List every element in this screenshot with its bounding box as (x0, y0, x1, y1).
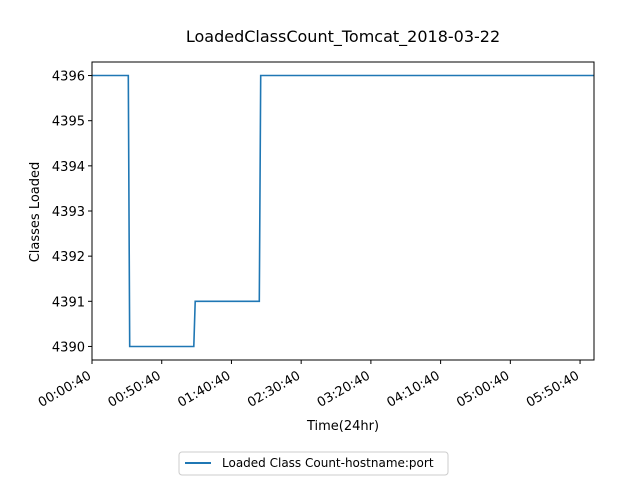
y-tick-label: 4392 (52, 250, 85, 265)
plot-area (91, 61, 595, 361)
chart-title: LoadedClassCount_Tomcat_2018-03-22 (186, 27, 500, 47)
x-axis-ticks: 00:00:40 00:50:40 01:40:40 02:30:40 03:20:40… (36, 360, 582, 411)
y-tick-label: 4396 (52, 70, 85, 85)
x-tick-label: 05:50:40 (524, 368, 582, 410)
x-tick-label: 05:00:40 (454, 368, 512, 410)
x-tick-label: 04:10:40 (385, 368, 443, 410)
y-tick-label: 4394 (52, 160, 85, 175)
x-axis-label: Time(24hr) (306, 419, 379, 434)
y-tick-label: 4395 (52, 115, 85, 130)
y-tick-label: 4391 (52, 295, 85, 310)
y-axis-ticks: 4390 4391 4392 4393 4394 4395 4396 (52, 70, 92, 355)
x-tick-label: 00:50:40 (106, 368, 164, 410)
x-tick-label: 02:30:40 (245, 368, 303, 410)
legend-label: Loaded Class Count-hostname:port (222, 456, 434, 470)
y-axis-label: Classes Loaded (28, 162, 43, 263)
legend-box (178, 451, 449, 476)
y-tick-label: 4393 (52, 205, 85, 220)
legend: Loaded Class Count-hostname:port (178, 451, 449, 476)
plot-frame (91, 61, 595, 361)
x-tick-label: 01:40:40 (175, 368, 233, 410)
x-tick-label: 03:20:40 (315, 368, 373, 410)
x-tick-label: 00:00:40 (36, 368, 94, 410)
series-line-loaded-class-count (92, 74, 594, 348)
y-tick-label: 4390 (52, 340, 85, 355)
